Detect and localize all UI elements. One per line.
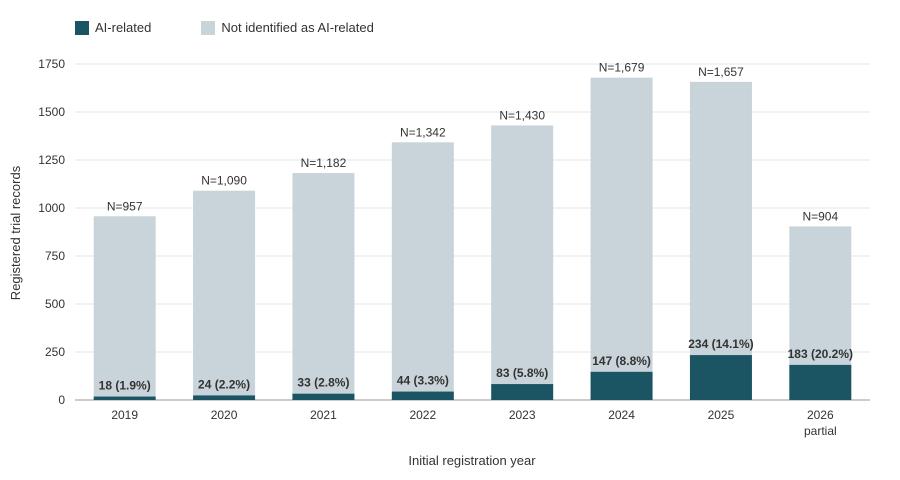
ai-value-label: 18 (1.9%) bbox=[99, 379, 151, 393]
x-tick-label: 2021 bbox=[310, 408, 337, 422]
bar-ai-2019 bbox=[93, 396, 156, 400]
bar-not-ai-2020 bbox=[193, 190, 256, 396]
bar-ai-2024 bbox=[590, 371, 653, 400]
x-tick-label: 2025 bbox=[708, 408, 735, 422]
total-label: N=1,342 bbox=[400, 125, 446, 139]
legend-label-ai: AI-related bbox=[95, 20, 152, 35]
legend-item-not-ai: Not identified as AI-related bbox=[201, 20, 374, 35]
x-tick-label: 2023 bbox=[509, 408, 536, 422]
x-axis: 2019 2020 2021 2022 2023 2024 2025 2026 partial bbox=[111, 408, 836, 438]
bars: N=957 18 (1.9%) N=1,090 24 (2.2%) N=1,182 33 … bbox=[93, 61, 853, 400]
x-tick-sublabel: partial bbox=[804, 424, 837, 438]
y-tick-label: 1750 bbox=[38, 57, 65, 71]
total-label: N=904 bbox=[802, 209, 838, 223]
x-tick-label: 2019 bbox=[111, 408, 138, 422]
y-tick-label: 750 bbox=[45, 249, 65, 263]
y-axis: 0 250 500 750 1000 1250 1500 1750 bbox=[38, 57, 65, 407]
x-tick-label: 2024 bbox=[608, 408, 635, 422]
ai-value-label: 33 (2.8%) bbox=[297, 376, 349, 390]
total-label: N=1,182 bbox=[301, 156, 347, 170]
bar-ai-2026 bbox=[789, 364, 852, 400]
x-tick-label: 2022 bbox=[409, 408, 436, 422]
total-label: N=957 bbox=[107, 199, 143, 213]
x-tick-label: 2020 bbox=[211, 408, 238, 422]
ai-value-label: 147 (8.8%) bbox=[592, 354, 651, 368]
y-tick-label: 1000 bbox=[38, 201, 65, 215]
bar-not-ai-2026 bbox=[789, 226, 852, 365]
bar-ai-2025 bbox=[689, 355, 752, 400]
bar-not-ai-2025 bbox=[689, 81, 752, 356]
ai-value-label: 83 (5.8%) bbox=[496, 366, 548, 380]
total-label: N=1,430 bbox=[499, 108, 545, 122]
bar-ai-2023 bbox=[491, 384, 554, 400]
y-tick-label: 1500 bbox=[38, 105, 65, 119]
total-label: N=1,090 bbox=[201, 174, 247, 188]
x-tick-label: 2026 bbox=[807, 408, 834, 422]
total-label: N=1,679 bbox=[599, 61, 645, 75]
chart-legend: AI-related Not identified as AI-related bbox=[75, 20, 424, 35]
bar-not-ai-2021 bbox=[292, 173, 355, 394]
legend-swatch-not-ai bbox=[201, 20, 216, 35]
y-axis-title: Registered trial records bbox=[8, 165, 23, 300]
legend-item-ai: AI-related bbox=[75, 20, 151, 35]
legend-label-not-ai: Not identified as AI-related bbox=[221, 20, 374, 35]
ai-value-label: 183 (20.2%) bbox=[788, 347, 853, 361]
y-tick-label: 1250 bbox=[38, 153, 65, 167]
y-tick-label: 250 bbox=[45, 345, 65, 359]
ai-value-label: 24 (2.2%) bbox=[198, 377, 250, 391]
x-axis-title: Initial registration year bbox=[408, 453, 536, 468]
bar-not-ai-2024 bbox=[590, 77, 653, 372]
y-tick-label: 0 bbox=[58, 393, 65, 407]
bar-not-ai-2023 bbox=[491, 125, 554, 385]
y-tick-label: 500 bbox=[45, 297, 65, 311]
bar-not-ai-2022 bbox=[391, 142, 454, 392]
bar-ai-2022 bbox=[391, 391, 454, 400]
bar-ai-2021 bbox=[292, 393, 355, 400]
ai-value-label: 234 (14.1%) bbox=[688, 337, 753, 351]
total-label: N=1,657 bbox=[698, 65, 744, 79]
legend-swatch-ai bbox=[75, 20, 89, 35]
ai-value-label: 44 (3.3%) bbox=[397, 374, 449, 388]
bar-not-ai-2019 bbox=[93, 216, 156, 397]
bar-ai-2020 bbox=[193, 395, 256, 400]
